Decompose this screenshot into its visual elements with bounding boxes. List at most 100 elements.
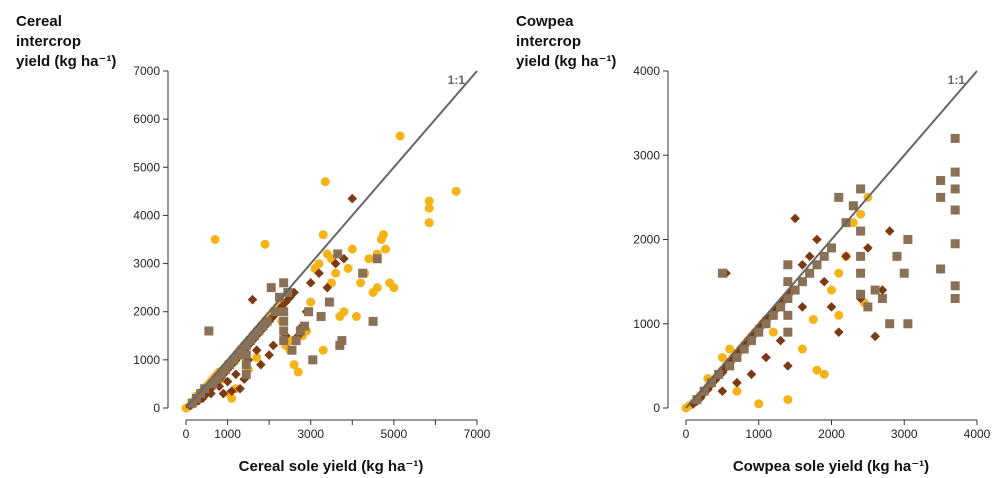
data-point-square xyxy=(746,336,756,346)
cowpea-y-tick-label: 1000 xyxy=(633,317,660,331)
data-point-square xyxy=(790,285,800,295)
data-point-square xyxy=(241,340,251,350)
data-point-circle xyxy=(364,254,374,264)
data-point-diamond xyxy=(812,234,822,245)
cowpea-x-tick-label: 2000 xyxy=(818,427,845,441)
data-point-square xyxy=(220,364,230,374)
data-point-square xyxy=(279,326,289,336)
data-point-diamond xyxy=(804,251,815,262)
data-point-circle xyxy=(808,315,818,325)
data-point-circle xyxy=(293,367,303,377)
data-point-circle xyxy=(210,235,220,244)
data-point-diamond xyxy=(884,226,895,236)
data-point-diamond xyxy=(222,376,233,387)
data-point-square xyxy=(856,289,866,299)
data-point-square xyxy=(812,260,822,270)
data-point-diamond xyxy=(732,377,742,388)
cowpea-y-tick-label: 3000 xyxy=(633,148,660,162)
data-point-square xyxy=(717,268,727,278)
data-point-diamond xyxy=(314,268,324,278)
data-point-square xyxy=(739,344,749,354)
cowpea-x-tick-label: 0 xyxy=(683,427,690,441)
data-point-square xyxy=(266,283,276,293)
data-point-square xyxy=(200,384,210,394)
data-point-diamond xyxy=(214,381,225,392)
data-point-square xyxy=(279,278,289,288)
data-point-square xyxy=(241,369,251,379)
data-point-diamond xyxy=(826,302,837,312)
data-point-square xyxy=(783,327,793,337)
data-point-square xyxy=(699,386,709,396)
data-point-circle xyxy=(827,285,836,295)
data-point-diamond xyxy=(206,383,216,394)
data-point-square xyxy=(191,393,201,403)
data-point-square xyxy=(950,184,960,194)
data-point-square xyxy=(372,254,382,264)
data-point-diamond xyxy=(256,359,266,370)
data-point-square xyxy=(783,260,793,270)
cereal-y-tick-label: 4000 xyxy=(133,208,160,222)
data-point-diamond xyxy=(239,374,249,384)
data-point-circle xyxy=(378,230,388,240)
data-point-diamond xyxy=(218,388,229,399)
data-point-square xyxy=(783,277,793,287)
data-point-square xyxy=(797,277,807,287)
data-point-square xyxy=(275,292,285,302)
data-point-square xyxy=(692,395,702,405)
data-point-square xyxy=(714,369,724,379)
cereal-ylabel-line-2: intercrop xyxy=(16,33,81,50)
data-point-circle xyxy=(856,209,866,219)
data-point-square xyxy=(768,310,778,320)
cereal-x-tick-label: 0 xyxy=(183,427,190,441)
data-point-circle xyxy=(812,365,822,375)
data-point-square xyxy=(863,302,873,312)
data-point-square xyxy=(196,389,206,399)
data-point-square xyxy=(279,307,289,317)
data-point-square xyxy=(333,249,343,259)
data-point-diamond xyxy=(870,331,880,342)
data-point-square xyxy=(899,268,909,278)
data-point-square xyxy=(950,133,960,143)
data-point-diamond xyxy=(761,352,771,363)
data-point-circle xyxy=(395,131,405,141)
data-point-diamond xyxy=(841,251,851,262)
data-point-diamond xyxy=(206,388,216,399)
data-point-diamond xyxy=(775,335,786,346)
data-point-circle xyxy=(289,360,299,370)
cowpea-one-to-one-label: 1:1 xyxy=(948,73,966,87)
data-point-square xyxy=(279,316,289,326)
data-point-diamond xyxy=(717,386,728,396)
data-point-square xyxy=(856,226,866,236)
data-point-circle xyxy=(424,203,434,213)
data-point-square xyxy=(783,310,793,320)
data-point-circle xyxy=(331,268,341,278)
data-point-circle xyxy=(451,186,461,196)
data-point-diamond xyxy=(746,369,757,380)
data-point-square xyxy=(241,360,251,370)
data-point-circle xyxy=(356,278,366,288)
cowpea-x-tick-label: 4000 xyxy=(964,427,991,441)
data-point-square xyxy=(903,235,913,244)
cowpea-xlabel: Cowpea sole yield (kg ha⁻¹) xyxy=(733,458,929,475)
data-point-square xyxy=(358,268,368,278)
data-point-square xyxy=(950,167,960,177)
data-point-circle xyxy=(351,312,361,322)
data-point-diamond xyxy=(231,369,241,380)
data-point-circle xyxy=(797,344,807,354)
data-point-diamond xyxy=(347,193,358,204)
cowpea-x-tick-label: 1000 xyxy=(745,427,772,441)
cowpea-points xyxy=(681,133,960,413)
data-point-square xyxy=(856,184,866,194)
data-point-diamond xyxy=(226,386,237,396)
cowpea-one-to-one-line xyxy=(685,70,978,409)
data-point-square xyxy=(827,243,836,253)
data-point-circle xyxy=(252,352,262,362)
cereal-y-tick-label: 1000 xyxy=(133,353,160,367)
cereal-y-tick-label: 0 xyxy=(153,401,160,415)
data-point-square xyxy=(304,307,314,317)
data-point-square xyxy=(187,398,197,408)
data-point-square xyxy=(856,268,866,278)
data-point-square xyxy=(706,378,716,388)
data-point-square xyxy=(761,319,771,329)
data-point-square xyxy=(279,336,289,346)
